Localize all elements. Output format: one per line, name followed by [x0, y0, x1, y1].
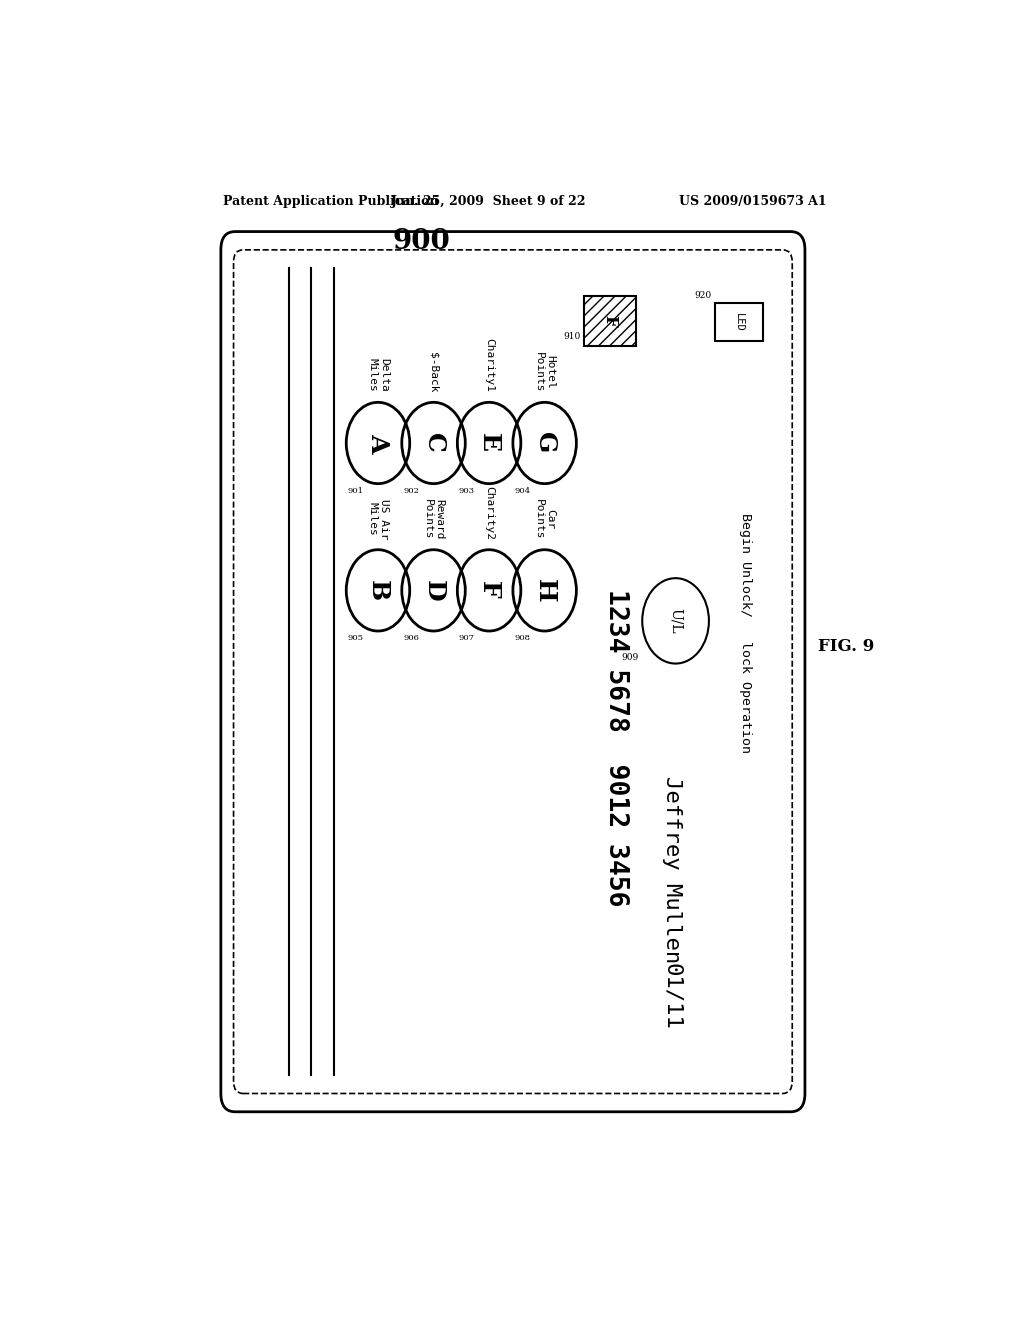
- Text: FIG. 9: FIG. 9: [818, 638, 874, 655]
- Text: 01/11: 01/11: [662, 964, 682, 1031]
- Text: F: F: [477, 582, 501, 599]
- Text: Reward
Points: Reward Points: [423, 499, 444, 540]
- Text: Jeffrey Mullen: Jeffrey Mullen: [662, 776, 682, 964]
- Text: F: F: [602, 315, 618, 327]
- Bar: [715, 302, 763, 342]
- Text: LED: LED: [734, 313, 744, 331]
- Text: Jun. 25, 2009  Sheet 9 of 22: Jun. 25, 2009 Sheet 9 of 22: [391, 194, 587, 207]
- Text: B: B: [366, 579, 390, 601]
- Text: 900: 900: [393, 228, 451, 255]
- Text: G: G: [532, 433, 557, 454]
- FancyBboxPatch shape: [221, 231, 805, 1111]
- Text: Charity2: Charity2: [484, 486, 495, 540]
- Text: 909: 909: [621, 653, 638, 663]
- Bar: [585, 296, 636, 346]
- Text: Hotel
Points: Hotel Points: [534, 351, 555, 392]
- Text: A: A: [366, 433, 390, 453]
- Text: 908: 908: [514, 634, 530, 642]
- Text: H: H: [532, 578, 557, 602]
- Text: Begin Unlock/: Begin Unlock/: [739, 513, 752, 616]
- Text: 903: 903: [459, 487, 475, 495]
- Text: 1234 5678  9012 3456: 1234 5678 9012 3456: [603, 589, 629, 907]
- Text: 910: 910: [563, 333, 581, 342]
- Text: $-Back: $-Back: [428, 351, 438, 392]
- Text: 907: 907: [459, 634, 475, 642]
- Text: US Air
Miles: US Air Miles: [368, 499, 389, 540]
- Text: 905: 905: [348, 634, 364, 642]
- Text: Delta
Miles: Delta Miles: [368, 359, 389, 392]
- Text: Patent Application Publication: Patent Application Publication: [223, 194, 438, 207]
- Text: lock Operation: lock Operation: [739, 642, 752, 754]
- Text: U/L: U/L: [669, 609, 683, 634]
- Text: 920: 920: [694, 290, 712, 300]
- Text: Charity1: Charity1: [484, 338, 495, 392]
- Text: C: C: [422, 433, 445, 453]
- Text: 901: 901: [348, 487, 364, 495]
- Text: 902: 902: [403, 487, 419, 495]
- Text: Car
Points: Car Points: [534, 499, 555, 540]
- Text: 906: 906: [403, 634, 419, 642]
- Text: E: E: [477, 433, 501, 453]
- Text: 904: 904: [514, 487, 530, 495]
- Text: D: D: [422, 579, 445, 601]
- Text: US 2009/0159673 A1: US 2009/0159673 A1: [679, 194, 826, 207]
